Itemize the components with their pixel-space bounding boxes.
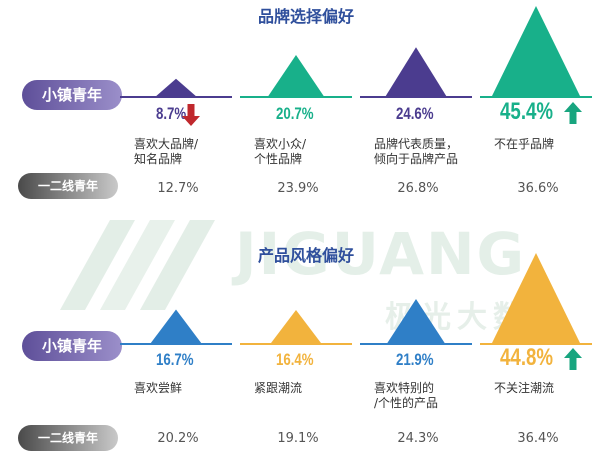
- up-arrow-icon: [564, 102, 582, 124]
- value-label: 24.6%: [396, 104, 434, 123]
- tier12-value: 24.3%: [397, 431, 439, 446]
- category-label: 不在乎品牌: [494, 137, 555, 151]
- triangle-mark: [492, 6, 580, 96]
- category-label: 不关注潮流: [494, 381, 555, 395]
- category-label: 品牌代表质量， 倾向于品牌产品: [374, 137, 459, 166]
- value-label: 45.4%: [500, 98, 554, 125]
- triangle-mark: [156, 78, 196, 96]
- value-label: 8.7%: [156, 104, 187, 123]
- value-label: 21.9%: [396, 350, 434, 369]
- category-label: 喜欢大品牌/ 知名品牌: [134, 137, 199, 166]
- triangle-mark: [385, 47, 447, 96]
- category-baseline: [480, 343, 592, 345]
- category-baseline: [360, 343, 472, 345]
- down-arrow-icon: [182, 104, 200, 126]
- tier12-value: 12.7%: [157, 181, 199, 196]
- tier12-value: 20.2%: [157, 431, 199, 446]
- value-label: 16.7%: [156, 350, 194, 369]
- chart-title: 产品风格偏好: [257, 246, 354, 265]
- category-baseline: [120, 96, 232, 98]
- value-label: 16.4%: [276, 350, 314, 369]
- category-baseline: [360, 96, 472, 98]
- category-baseline: [240, 96, 352, 98]
- triangle-mark: [150, 309, 202, 343]
- tier12-value: 36.6%: [517, 181, 559, 196]
- watermark-brand: JIGUANG: [235, 220, 527, 288]
- up-arrow-icon: [564, 348, 582, 370]
- tier12-value: 19.1%: [277, 431, 319, 446]
- triangle-mark: [387, 299, 445, 343]
- category-label: 喜欢尝鲜: [134, 381, 183, 395]
- small-town-badge: 小镇青年: [22, 80, 122, 110]
- category-label: 喜欢小众/ 个性品牌: [254, 137, 307, 166]
- value-label: 44.8%: [500, 344, 554, 371]
- triangle-mark: [271, 310, 321, 343]
- tier12-badge: 一二线青年: [18, 425, 118, 451]
- category-baseline: [480, 96, 592, 98]
- tier12-badge: 一二线青年: [18, 173, 118, 199]
- tier12-value: 26.8%: [397, 181, 439, 196]
- triangle-mark: [492, 253, 580, 343]
- triangle-mark: [268, 54, 324, 96]
- category-label: 喜欢特别的 /个性的产品: [374, 381, 439, 410]
- category-baseline: [120, 343, 232, 345]
- value-label: 20.7%: [276, 104, 314, 123]
- tier12-value: 36.4%: [517, 431, 559, 446]
- tier12-value: 23.9%: [277, 181, 319, 196]
- chart-title: 品牌选择偏好: [257, 7, 354, 26]
- category-label: 紧跟潮流: [254, 381, 303, 395]
- small-town-badge: 小镇青年: [22, 331, 122, 361]
- watermark-logo-icon: [60, 220, 215, 310]
- category-baseline: [240, 343, 352, 345]
